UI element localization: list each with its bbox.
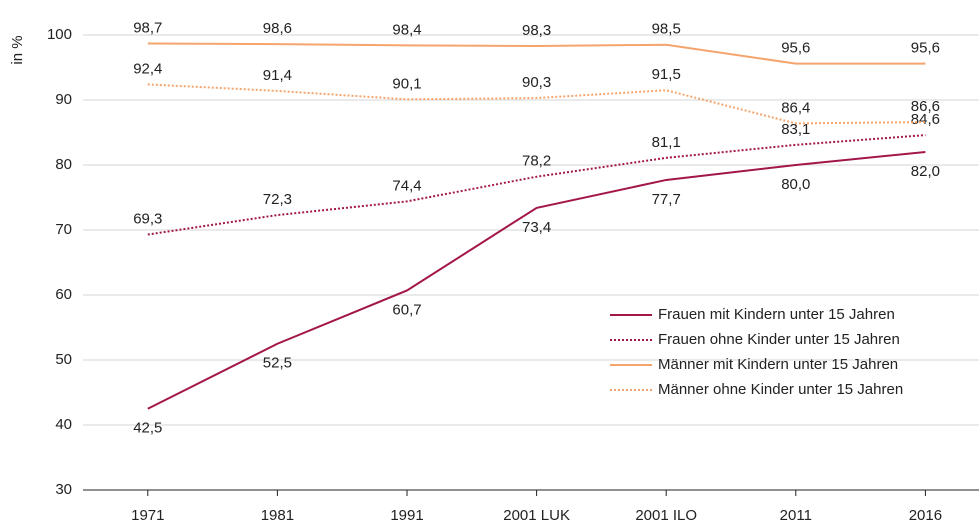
value-label: 91,5 — [652, 66, 681, 83]
legend-label: Frauen mit Kindern unter 15 Jahren — [658, 306, 895, 323]
x-tick-label: 2016 — [909, 507, 942, 524]
value-label: 52,5 — [263, 355, 292, 372]
value-label: 98,7 — [133, 19, 162, 36]
y-tick-label: 50 — [55, 351, 72, 368]
value-label: 78,2 — [522, 153, 551, 170]
value-label: 86,6 — [911, 98, 940, 115]
value-label: 80,0 — [781, 176, 810, 193]
line — [147, 83, 926, 125]
value-label: 90,3 — [522, 74, 551, 91]
value-label: 98,6 — [263, 20, 292, 37]
value-label: 74,4 — [392, 177, 421, 194]
y-tick-label: 70 — [55, 221, 72, 238]
value-label: 69,3 — [133, 211, 162, 228]
y-tick-label: 80 — [55, 156, 72, 173]
value-label: 83,1 — [781, 121, 810, 138]
x-tick-label: 2001 LUK — [503, 507, 570, 524]
y-tick-label: 90 — [55, 91, 72, 108]
legend-label: Männer ohne Kinder unter 15 Jahren — [658, 381, 903, 398]
value-label: 81,1 — [652, 134, 681, 151]
legend-label: Frauen ohne Kinder unter 15 Jahren — [658, 331, 900, 348]
x-tick-label: 1991 — [390, 507, 423, 524]
y-tick-label: 30 — [55, 481, 72, 498]
y-tick-label: 40 — [55, 416, 72, 433]
x-tick-label: 2011 — [780, 507, 812, 524]
value-label: 77,7 — [652, 191, 681, 208]
y-tick-label: 100 — [47, 26, 72, 43]
value-label: 95,6 — [911, 40, 940, 57]
value-label: 60,7 — [392, 301, 421, 318]
value-label: 82,0 — [911, 163, 940, 180]
value-label: 98,4 — [392, 21, 421, 38]
value-label: 95,6 — [781, 40, 810, 57]
value-label: 98,3 — [522, 22, 551, 39]
value-label: 73,4 — [522, 219, 551, 236]
x-tick-label: 1981 — [261, 507, 294, 524]
value-label: 90,1 — [392, 75, 421, 92]
value-label: 72,3 — [263, 191, 292, 208]
line — [147, 151, 926, 410]
y-axis-label: in % — [9, 35, 26, 64]
value-label: 42,5 — [133, 420, 162, 437]
x-tick-label: 1971 — [131, 507, 164, 524]
value-label: 86,4 — [781, 99, 810, 116]
x-tick-label: 2001 ILO — [635, 507, 697, 524]
value-label: 92,4 — [133, 60, 162, 77]
value-label: 98,5 — [652, 21, 681, 38]
line — [147, 42, 926, 65]
y-tick-label: 60 — [55, 286, 72, 303]
value-label: 91,4 — [263, 67, 292, 84]
value-label: 84,6 — [911, 111, 940, 128]
line — [147, 134, 926, 236]
legend-label: Männer mit Kindern unter 15 Jahren — [658, 356, 898, 373]
